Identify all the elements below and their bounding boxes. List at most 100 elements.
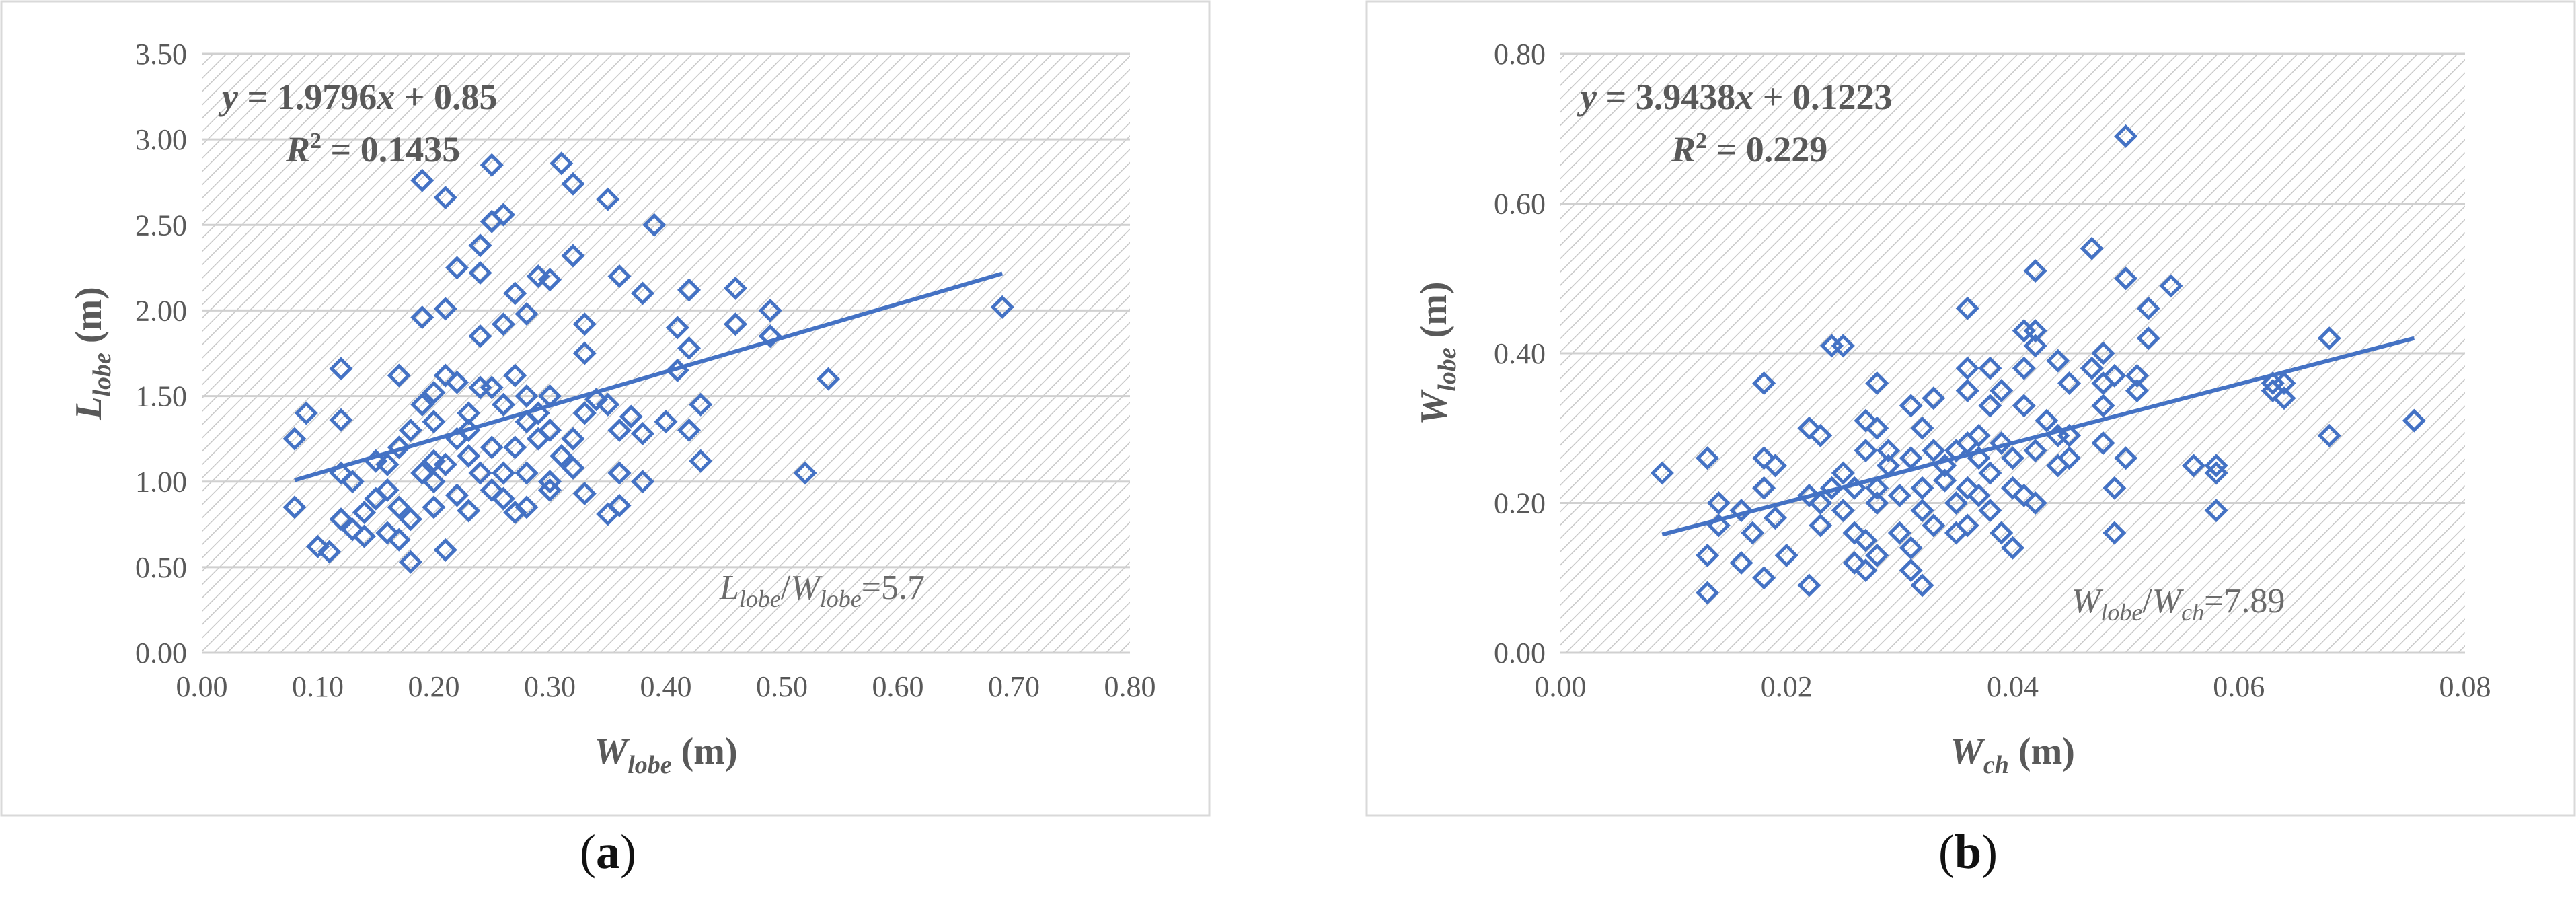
data-point — [491, 461, 516, 485]
data-point — [2125, 363, 2149, 388]
data-point — [1955, 476, 1979, 500]
trendline-a — [294, 271, 1003, 482]
data-point — [2057, 423, 2082, 447]
data-point — [561, 456, 585, 480]
data-point — [433, 538, 457, 562]
data-point — [1865, 371, 1889, 396]
data-point — [445, 483, 469, 507]
data-point — [1752, 476, 1776, 500]
data-point — [1978, 356, 2002, 380]
data-point — [2103, 521, 2127, 545]
data-point — [607, 264, 632, 289]
y-axis-title-b: Wlobe (m) — [1413, 281, 1462, 425]
data-point — [2204, 461, 2228, 485]
data-point — [422, 380, 446, 405]
data-point — [1899, 558, 1923, 583]
data-point — [410, 168, 434, 192]
data-point — [1887, 483, 1911, 507]
y-tick-label: 0.00 — [135, 637, 187, 670]
data-point — [2181, 454, 2206, 478]
data-point — [2317, 326, 2341, 351]
data-point — [665, 316, 689, 340]
data-point — [1865, 476, 1889, 500]
data-point — [2114, 266, 2138, 291]
y-axis-title-a: Llobe (m) — [68, 287, 116, 421]
plot-area-a — [202, 54, 1130, 653]
data-point — [1899, 446, 1923, 470]
x-tick-label: 0.40 — [640, 670, 692, 703]
data-point — [1955, 513, 1979, 538]
panel-label-b: (b) — [1938, 825, 1998, 879]
data-point — [433, 363, 457, 388]
data-point — [1865, 416, 1889, 440]
data-point — [2136, 326, 2160, 351]
trendline-b — [1661, 336, 2415, 537]
data-point — [387, 363, 411, 388]
data-point — [468, 260, 492, 285]
data-point — [1809, 491, 1833, 515]
x-ticks-a: 0.00 0.10 0.20 0.30 0.40 0.50 0.60 0.70 0.80 — [176, 670, 1156, 703]
data-point — [2204, 454, 2228, 478]
data-point — [2000, 536, 2025, 560]
x-tick-label: 0.04 — [1987, 670, 2039, 703]
data-point — [607, 493, 632, 517]
data-point — [1854, 558, 1878, 583]
x-tick-label: 0.80 — [1104, 670, 1156, 703]
data-point — [340, 470, 365, 494]
data-point — [561, 244, 585, 268]
data-point — [2080, 236, 2104, 260]
data-point — [1650, 461, 1674, 485]
data-point — [2159, 274, 2183, 298]
data-point — [1910, 499, 1934, 523]
data-point — [550, 151, 574, 176]
data-point — [1729, 550, 1753, 575]
data-point — [1696, 446, 1720, 470]
data-point — [2035, 408, 2059, 433]
chart-b-svg: 0.000.200.400.600.80 0.00 0.02 0.04 0.06 0.0… — [1365, 0, 2576, 817]
r-squared-a: R2 = 0.1435 — [285, 129, 460, 170]
data-point — [607, 461, 632, 485]
data-point — [375, 478, 400, 502]
data-point — [654, 410, 678, 434]
data-point — [642, 213, 667, 237]
data-point — [503, 363, 527, 388]
data-point — [1741, 521, 1765, 545]
data-point — [1854, 408, 1878, 433]
data-point — [1955, 356, 1979, 380]
data-point — [990, 295, 1014, 319]
data-point — [537, 418, 562, 442]
data-point — [387, 435, 411, 460]
data-point — [689, 392, 713, 417]
data-point — [1809, 513, 1833, 538]
data-point — [677, 336, 702, 360]
x-axis-title-b: Wch (m) — [1950, 731, 2075, 779]
data-point — [2317, 423, 2341, 447]
ratio-a: Llobe/Wlobe=5.7 — [719, 569, 925, 612]
data-point — [1854, 528, 1878, 552]
data-point — [630, 421, 655, 446]
data-point — [2103, 476, 2127, 500]
data-point — [329, 507, 353, 532]
data-point — [1899, 394, 1923, 418]
data-point — [1854, 439, 1878, 463]
data-point — [537, 268, 562, 292]
data-point — [2103, 363, 2127, 388]
x-tick-label: 0.08 — [2439, 670, 2491, 703]
data-point — [1752, 446, 1776, 470]
r-squared-b: R2 = 0.229 — [1671, 129, 1827, 170]
data-point — [1797, 573, 1821, 598]
panel-label-a: (a) — [580, 825, 636, 879]
data-point — [398, 418, 423, 442]
data-point — [2057, 446, 2082, 470]
data-point — [1865, 543, 1889, 567]
data-point — [1831, 461, 1855, 485]
chart-panel-a: 0.00 0.50 1.00 1.50 2.00 2.50 3.00 3.50 0.00 0.1… — [0, 0, 1211, 903]
data-point — [2023, 334, 2047, 358]
x-tick-label: 0.20 — [408, 670, 460, 703]
data-point — [572, 341, 597, 365]
y-tick-label: 0.20 — [1494, 487, 1546, 520]
data-point — [352, 524, 377, 548]
data-point — [2023, 319, 2047, 343]
data-point — [1877, 439, 1901, 463]
data-point — [294, 401, 318, 425]
